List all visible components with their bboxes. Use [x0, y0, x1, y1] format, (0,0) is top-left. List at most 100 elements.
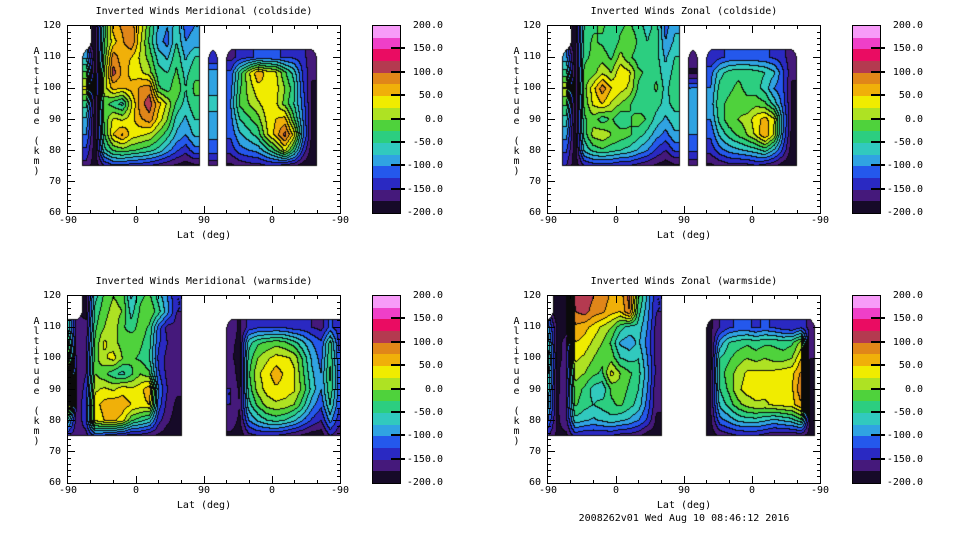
y-tick-label: 120 [522, 20, 541, 31]
colorbar-band [853, 342, 880, 355]
y-minor-tick [817, 407, 820, 409]
y-minor-tick [817, 463, 820, 465]
y-minor-tick [548, 112, 551, 114]
y-minor-tick [68, 100, 71, 102]
y-minor-tick [548, 100, 551, 102]
y-minor-tick [337, 401, 340, 403]
y-minor-tick [817, 332, 820, 334]
y-minor-tick [817, 370, 820, 372]
y-minor-tick [817, 162, 820, 164]
x-minor-tick [660, 480, 662, 483]
y-minor-tick [817, 50, 820, 52]
y-minor-tick [548, 364, 551, 366]
y-minor-tick [337, 156, 340, 158]
colorbar-band [373, 447, 400, 460]
y-minor-tick [548, 131, 551, 133]
x-minor-tick [158, 480, 160, 483]
x-minor-tick [660, 210, 662, 213]
y-minor-tick [548, 106, 551, 108]
colorbar-band [853, 459, 880, 472]
y-tick-label: 100 [522, 82, 541, 94]
x-axis-label: Lat (deg) [176, 500, 232, 511]
y-minor-tick [817, 94, 820, 96]
colorbar-band [373, 436, 400, 448]
colorbar-tick [391, 140, 405, 143]
colorbar-band [853, 412, 880, 425]
y-tick-label: 90 [48, 383, 61, 395]
y-minor-tick [548, 376, 551, 378]
y-tick-label: 110 [42, 51, 61, 63]
x-minor-tick [180, 210, 182, 213]
y-minor-tick [548, 162, 551, 164]
colorbar-band [373, 354, 400, 367]
y-tick-label: 120 [42, 20, 61, 31]
y-minor-tick [817, 44, 820, 46]
y-minor-tick [68, 432, 71, 434]
y-minor-tick [337, 112, 340, 114]
y-minor-tick [337, 162, 340, 164]
x-tick-label: 0 [748, 485, 756, 496]
y-minor-tick [548, 175, 551, 177]
x-major-tick [135, 26, 137, 33]
y-minor-tick [337, 187, 340, 189]
colorbar-tick-label: 0.0 [904, 383, 923, 395]
y-minor-tick [817, 307, 820, 309]
colorbar-tick-label: -100.0 [406, 430, 443, 442]
y-minor-tick [337, 44, 340, 46]
y-minor-tick [337, 200, 340, 202]
colorbar-tick [391, 387, 405, 390]
x-major-tick [203, 26, 205, 33]
timestamp-caption: 2008262v01 Wed Aug 10 08:46:12 2016 [578, 513, 790, 524]
y-minor-tick [548, 69, 551, 71]
y-minor-tick [817, 75, 820, 77]
x-tick-label: -90 [58, 485, 78, 496]
y-major-tick [813, 451, 820, 453]
x-minor-tick [112, 480, 114, 483]
colorbar-band [373, 412, 400, 425]
x-tick-label: 0 [268, 215, 276, 226]
y-minor-tick [337, 470, 340, 472]
colorbar-tick-label: 0.0 [904, 113, 923, 125]
y-major-tick [68, 389, 75, 390]
y-minor-tick [68, 156, 71, 158]
y-minor-tick [337, 364, 340, 366]
colorbar-tick [871, 317, 885, 320]
colorbar-band [853, 154, 880, 167]
y-minor-tick [817, 364, 820, 366]
x-minor-tick [638, 210, 640, 213]
x-minor-tick [226, 480, 228, 483]
colorbar-band [853, 84, 880, 97]
y-minor-tick [548, 395, 551, 397]
colorbar [372, 25, 401, 214]
colorbar-band [853, 366, 880, 378]
x-minor-tick [248, 210, 250, 213]
colorbar-band [853, 447, 880, 460]
x-minor-tick [774, 480, 776, 483]
y-minor-tick [548, 187, 551, 189]
colorbar-band [853, 72, 880, 85]
y-minor-tick [68, 332, 71, 334]
y-major-tick [548, 357, 555, 359]
colorbar-tick [391, 117, 405, 120]
x-major-tick [203, 476, 205, 483]
y-major-tick [333, 420, 340, 422]
colorbar-tick-label: -150.0 [886, 183, 923, 195]
colorbar-tick-label: 50.0 [898, 360, 923, 372]
y-minor-tick [817, 187, 820, 189]
y-minor-tick [548, 50, 551, 52]
y-minor-tick [817, 401, 820, 403]
y-axis-label: Altitude (km) [511, 46, 522, 176]
colorbar-tick-label: -150.0 [886, 453, 923, 465]
colorbar-band [853, 296, 880, 308]
colorbar-band [373, 342, 400, 355]
panel-meridional-coldside: Inverted Winds Meridional (coldside) Alt… [0, 0, 480, 270]
colorbar-band [853, 96, 880, 108]
colorbar-tick [871, 47, 885, 50]
x-minor-tick [796, 480, 798, 483]
colorbar-band [373, 177, 400, 190]
y-minor-tick [68, 50, 71, 52]
x-minor-tick [570, 26, 572, 29]
x-tick-label: 0 [132, 215, 140, 226]
y-minor-tick [548, 339, 551, 341]
y-minor-tick [68, 137, 71, 139]
